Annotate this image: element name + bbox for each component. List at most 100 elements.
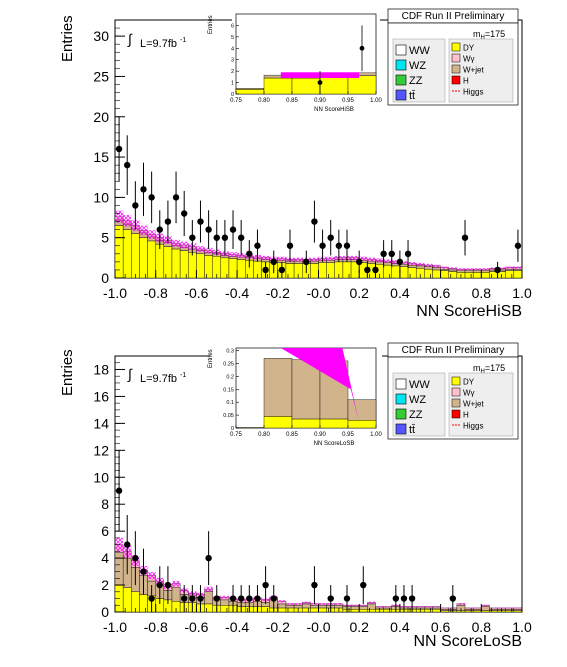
histogram-bar-w+jet [472, 609, 482, 611]
inset-x-tick-label: 0.95 [342, 432, 354, 438]
inset-bar-dy [263, 77, 293, 95]
inset-bar-dy [319, 418, 349, 429]
lumi-text: L=9.7fb [140, 373, 177, 385]
histogram-bar-dy [196, 253, 205, 279]
histogram-bar-w+jet [513, 609, 523, 611]
legend-label: Wγ [463, 55, 475, 64]
legend-swatch [395, 423, 407, 435]
data-point [356, 258, 363, 266]
data-point [189, 595, 196, 602]
data-point [180, 210, 188, 217]
histogram-bar-dy [359, 609, 368, 613]
inset-bar-dy [319, 76, 349, 95]
histogram-bar-w+jet [472, 270, 482, 273]
x-tick-label: 0.6 [431, 285, 451, 301]
inset-x-tick-label: 0.85 [286, 432, 298, 438]
y-tick-label: 15 [93, 149, 109, 165]
panel-hisb: -1.0 -0.8 -0.6 -0.4 -0.2 -0.0 0.2 0.4 0.6 0.8 1.00… [59, 8, 532, 320]
data-point [400, 595, 408, 602]
histogram-bar-w+jet [293, 605, 303, 609]
y-tick-label: 12 [93, 442, 109, 458]
data-point [172, 194, 180, 201]
inset-bar-dy [291, 418, 321, 429]
data-point [189, 234, 196, 241]
legend-label: tt̄ [409, 90, 415, 102]
data-point [404, 250, 412, 258]
legend-swatch [451, 75, 461, 85]
data-point [327, 234, 334, 241]
y-axis-label: Entries [59, 349, 76, 396]
legend-swatch [451, 64, 461, 74]
y-tick-label: 5 [101, 230, 109, 246]
legend-label: Higgs [463, 422, 483, 431]
data-point [262, 581, 269, 589]
histogram-bar-dy [204, 255, 213, 279]
inset-data-point [317, 80, 323, 85]
histogram-bar-w+jet [424, 607, 433, 610]
data-point [229, 226, 237, 233]
header-text: CDF Run II Preliminary [402, 11, 505, 22]
histogram-bar-dy [513, 270, 523, 279]
histogram-bar-w+jet [407, 264, 417, 268]
inset-bar-dy [235, 89, 265, 95]
y-tick-label: 4 [101, 550, 109, 566]
histogram-bar-dy [383, 264, 392, 279]
data-point [278, 266, 286, 274]
x-tick-label: -0.0 [306, 619, 330, 635]
y-tick-label: 2 [101, 577, 109, 593]
inset-x-tick-label: 0.80 [258, 432, 270, 438]
inset-plot: 0.75 0.80 0.85 0.90 0.95 1.00 0 0.05 0.1 0.15 0.2 0… [208, 343, 382, 447]
legend-label: WW [409, 45, 430, 57]
histogram-bar-dy [350, 609, 360, 613]
histogram-bar-dy [139, 237, 148, 279]
histogram-bar-w+jet [464, 270, 474, 273]
data-point [254, 595, 261, 602]
legend-swatch [395, 59, 407, 71]
histogram-bar-dy [310, 607, 319, 613]
data-point [213, 234, 220, 241]
data-point [408, 595, 416, 602]
x-tick-label: 0.2 [349, 619, 369, 635]
histogram-bar-dy [342, 261, 352, 279]
legend-label: tt̄ [409, 424, 415, 436]
data-point [461, 234, 469, 241]
histogram-bar-w+jet [367, 260, 376, 264]
legend-label: W+jet [463, 400, 484, 409]
inset-x-label: NN ScoreHiSB [314, 107, 354, 113]
histogram-bar-dy [464, 272, 474, 279]
integral-symbol: ∫ [127, 31, 133, 47]
histogram-bar-w+jet [359, 606, 368, 610]
data-point [164, 218, 172, 225]
y-tick-label: 10 [93, 469, 109, 485]
histogram-bar-dy [188, 251, 197, 279]
integral-symbol: ∫ [127, 366, 133, 382]
histogram-bar-dy [122, 587, 132, 613]
x-tick-label: -1.0 [103, 619, 127, 635]
histogram-bar-dy [481, 272, 490, 279]
inset-x-tick-label: 0.90 [314, 98, 326, 104]
inset-bar-dy [263, 416, 293, 429]
histogram-bar-w+jet [440, 609, 449, 611]
histogram-bar-w+jet [513, 268, 523, 271]
legend-label: ZZ [409, 75, 423, 87]
data-point [262, 266, 269, 274]
data-point [246, 250, 253, 258]
histogram-bar-w+jet [310, 605, 319, 609]
x-axis-label: NN ScoreLoSB [414, 633, 523, 650]
legend-swatch [395, 408, 407, 420]
legend-label: WZ [409, 394, 426, 406]
mass-label: mH=175 [473, 29, 505, 41]
data-point [372, 266, 379, 274]
histogram-bar-w+jet [220, 599, 230, 606]
histogram-bar-w+jet [481, 270, 490, 273]
inset-x-tick-label: 0.95 [342, 98, 354, 104]
panel-losb: -1.0 -0.8 -0.6 -0.4 -0.2 -0.0 0.2 0.4 0.6 0.8 1.00… [59, 342, 532, 650]
histogram-bar-dy [139, 594, 148, 613]
histogram-bar-w+jet [424, 266, 433, 270]
histogram-bar-dy [147, 240, 156, 279]
histogram-bar-w+jet [375, 261, 384, 265]
inset-y-tick-label: 0 [231, 426, 234, 432]
data-point [388, 250, 395, 258]
inset-bar-dy [235, 427, 265, 429]
x-tick-label: -0.6 [184, 285, 208, 301]
